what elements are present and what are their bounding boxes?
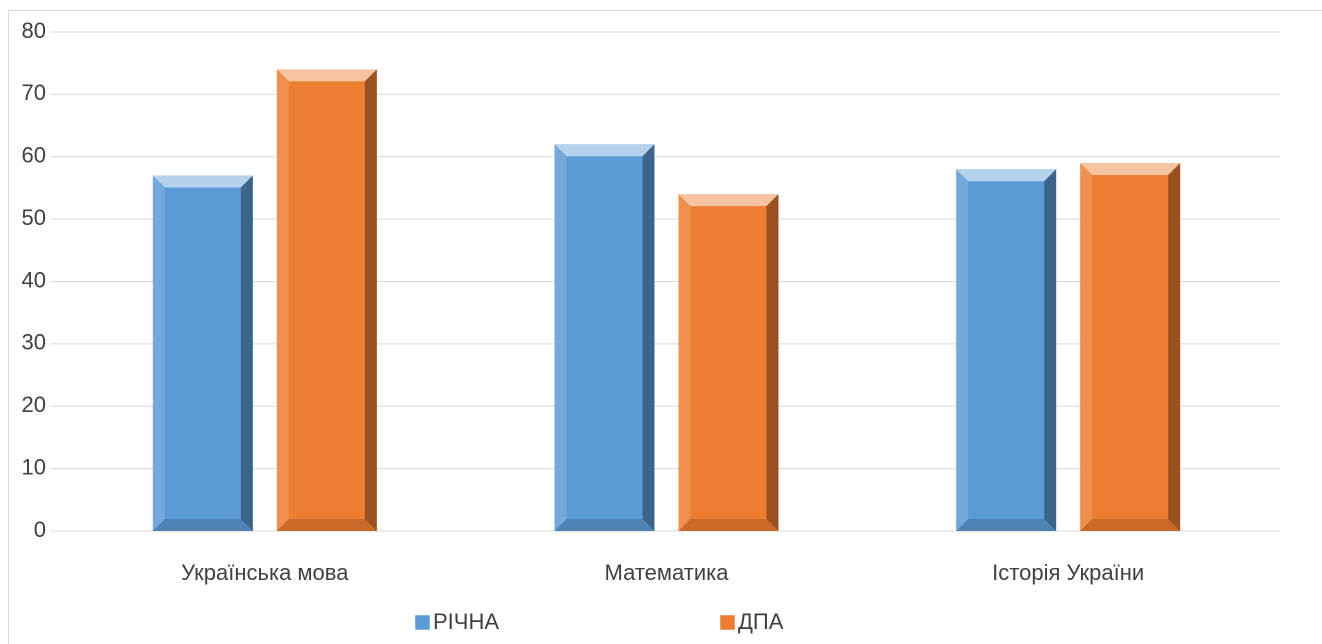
bar-bevel-right bbox=[1044, 169, 1057, 531]
bar-bevel-left bbox=[956, 169, 969, 531]
y-tick-label: 80 bbox=[22, 18, 46, 43]
bar-bevel-right bbox=[642, 144, 655, 531]
y-tick-label: 30 bbox=[22, 330, 46, 355]
y-tick-label: 0 bbox=[34, 517, 46, 542]
y-tick-label: 70 bbox=[22, 80, 46, 105]
y-tick-label: 60 bbox=[22, 143, 46, 168]
x-tick-label: Математика bbox=[605, 560, 730, 585]
bar bbox=[678, 194, 779, 532]
y-tick-label: 20 bbox=[22, 392, 46, 417]
bar-bevel-left bbox=[678, 194, 691, 532]
bar-bevel-top bbox=[554, 144, 655, 157]
bar-bevel-top bbox=[276, 69, 377, 82]
bar-bevel-bottom bbox=[276, 519, 377, 531]
x-tick-label: Історія України bbox=[992, 560, 1144, 585]
bar-bevel-left bbox=[276, 69, 289, 532]
bar bbox=[1080, 162, 1181, 532]
legend-label: РІЧНА bbox=[433, 609, 499, 634]
bar-bevel-top bbox=[1080, 162, 1181, 175]
bar-bevel-top bbox=[956, 169, 1057, 182]
bar-bevel-left bbox=[1080, 162, 1093, 532]
bar bbox=[276, 69, 377, 532]
y-tick-label: 10 bbox=[22, 454, 46, 479]
bar-bevel-left bbox=[554, 144, 567, 531]
legend-swatch bbox=[719, 614, 736, 631]
bar bbox=[956, 169, 1057, 531]
y-tick-label: 50 bbox=[22, 205, 46, 230]
x-tick-label: Українська мова bbox=[181, 560, 349, 585]
legend-label: ДПА bbox=[738, 609, 784, 634]
bar-bevel-bottom bbox=[152, 519, 253, 531]
bar-bevel-right bbox=[364, 69, 377, 532]
bar-bevel-bottom bbox=[554, 519, 655, 531]
bar bbox=[554, 144, 655, 531]
bar-bevel-bottom bbox=[956, 519, 1057, 531]
bar-bevel-left bbox=[152, 175, 165, 531]
legend-swatch bbox=[414, 614, 431, 631]
bar-bevel-top bbox=[152, 175, 253, 188]
bar-bevel-right bbox=[240, 175, 253, 531]
chart-border bbox=[8, 10, 1322, 644]
bar bbox=[152, 175, 253, 531]
bar-bevel-right bbox=[766, 194, 779, 532]
bar-bevel-bottom bbox=[1080, 519, 1181, 531]
bar-bevel-bottom bbox=[678, 519, 779, 531]
y-tick-label: 40 bbox=[22, 267, 46, 292]
bar-bevel-right bbox=[1168, 162, 1181, 532]
bar-bevel-top bbox=[678, 194, 779, 207]
